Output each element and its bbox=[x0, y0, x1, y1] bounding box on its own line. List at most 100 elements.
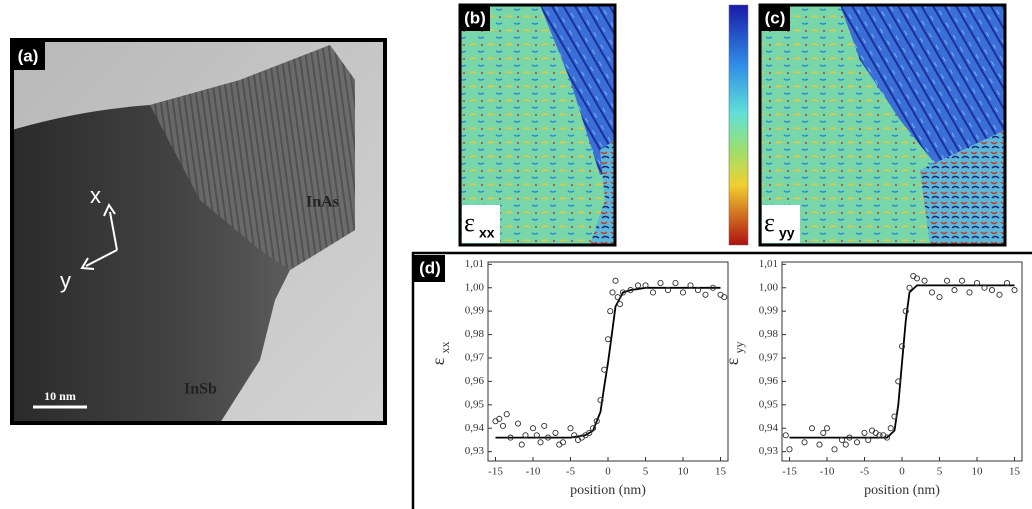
y-axis-label-sub: yy bbox=[732, 342, 746, 354]
data-point bbox=[782, 432, 789, 439]
y-tick-label: 0,98 bbox=[759, 328, 779, 340]
data-point bbox=[895, 378, 902, 385]
axis-label: y bbox=[60, 268, 71, 293]
data-point bbox=[616, 301, 624, 308]
data-point bbox=[496, 415, 503, 422]
data-point bbox=[966, 289, 973, 296]
scale-bar: 10 nm bbox=[44, 389, 76, 403]
data-point bbox=[838, 436, 846, 443]
panel-label: (b) bbox=[464, 8, 486, 27]
y-axis-label: ε bbox=[428, 357, 448, 365]
data-point bbox=[586, 429, 593, 436]
data-point bbox=[649, 289, 657, 296]
x-tick-label: -10 bbox=[820, 466, 835, 478]
y-tick-label: 0,94 bbox=[465, 422, 485, 434]
data-point bbox=[612, 277, 619, 284]
data-point bbox=[921, 277, 928, 284]
data-point bbox=[533, 432, 540, 439]
y-axis-label: ε bbox=[722, 357, 742, 365]
data-point bbox=[1011, 287, 1018, 294]
x-tick-label: 10 bbox=[678, 466, 690, 478]
x-tick-label: -10 bbox=[526, 466, 541, 478]
data-point bbox=[1003, 280, 1011, 287]
data-point bbox=[604, 336, 612, 343]
data-point bbox=[657, 280, 664, 287]
data-point bbox=[906, 284, 913, 291]
data-point bbox=[988, 287, 996, 294]
data-point bbox=[664, 287, 672, 294]
y-tick-label: 1,01 bbox=[465, 258, 484, 270]
y-tick-label: 0,95 bbox=[465, 398, 485, 410]
panel-label: (c) bbox=[765, 8, 786, 27]
x-tick-label: 0 bbox=[605, 466, 611, 478]
colorbar bbox=[728, 4, 749, 246]
data-point bbox=[936, 294, 943, 301]
data-point bbox=[846, 434, 853, 441]
axis-label: x bbox=[90, 183, 101, 208]
data-point bbox=[902, 308, 909, 315]
map-symbol: ε bbox=[464, 208, 475, 237]
data-point bbox=[808, 425, 816, 432]
y-tick-label: 0,93 bbox=[465, 445, 485, 457]
data-point bbox=[831, 446, 838, 453]
data-point bbox=[853, 439, 861, 446]
x-tick-label: 10 bbox=[972, 466, 984, 478]
data-point bbox=[541, 422, 548, 429]
data-point bbox=[601, 366, 608, 373]
data-point bbox=[883, 434, 891, 441]
data-point bbox=[694, 287, 702, 294]
chart: 0,93 0,94 0,95 0,96 0,97 0,98 0,99 1,00 1,01 -15 -… bbox=[428, 258, 729, 498]
data-point bbox=[627, 287, 634, 294]
data-point bbox=[816, 441, 823, 448]
y-tick-label: 1,00 bbox=[759, 281, 779, 293]
data-point bbox=[786, 446, 793, 453]
data-point bbox=[537, 439, 544, 446]
data-point bbox=[679, 289, 687, 296]
panel-label: (a) bbox=[18, 46, 39, 65]
panel-label: (d) bbox=[419, 258, 441, 277]
y-tick-label: 0,97 bbox=[759, 352, 779, 364]
data-point bbox=[614, 294, 621, 301]
chart: 0,93 0,94 0,95 0,96 0,97 0,98 0,99 1,00 1,01 -15 -… bbox=[722, 258, 1023, 498]
data-point bbox=[981, 284, 988, 291]
y-tick-label: 0,94 bbox=[759, 422, 779, 434]
data-point bbox=[672, 280, 679, 287]
region-label: InSb bbox=[184, 381, 217, 398]
y-tick-label: 1,01 bbox=[759, 258, 778, 270]
map-subscript: yy bbox=[779, 225, 795, 241]
data-point bbox=[552, 429, 559, 436]
data-point bbox=[823, 425, 831, 432]
data-point bbox=[597, 397, 604, 404]
data-point bbox=[687, 282, 694, 289]
data-point bbox=[499, 422, 507, 429]
data-point bbox=[876, 432, 883, 439]
strain-map-yy: (c) ε yy bbox=[758, 3, 1007, 247]
data-point bbox=[522, 432, 529, 439]
x-axis-label: position (nm) bbox=[864, 483, 940, 498]
y-tick-label: 0,93 bbox=[759, 445, 779, 457]
data-point bbox=[642, 282, 649, 289]
data-point bbox=[607, 308, 614, 315]
data-point bbox=[507, 434, 514, 441]
data-point bbox=[634, 282, 642, 289]
profile-panel: (d) bbox=[411, 251, 1032, 509]
x-tick-label: -5 bbox=[566, 466, 576, 478]
fit-line bbox=[495, 286, 721, 439]
x-tick-label: 5 bbox=[937, 466, 943, 478]
data-point bbox=[996, 291, 1003, 298]
map-subscript: xx bbox=[479, 225, 495, 241]
data-point bbox=[571, 432, 578, 439]
map-symbol: ε bbox=[764, 208, 775, 237]
data-point bbox=[559, 439, 567, 446]
x-tick-label: 5 bbox=[643, 466, 649, 478]
data-point bbox=[865, 436, 872, 443]
data-point bbox=[801, 439, 808, 446]
strain-map-xx: (b) ε xx bbox=[458, 3, 617, 247]
data-point bbox=[589, 425, 597, 432]
data-point bbox=[842, 441, 849, 448]
data-point bbox=[702, 291, 709, 298]
data-point bbox=[951, 287, 958, 294]
x-tick-label: 0 bbox=[899, 466, 905, 478]
y-axis-label-sub: xx bbox=[438, 342, 452, 354]
